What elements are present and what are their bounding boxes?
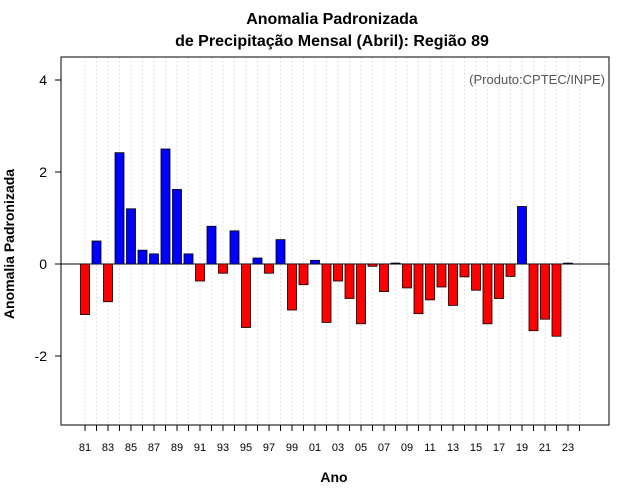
y-axis: 4 2 0 -2 <box>35 72 61 364</box>
x-tick-label: 17 <box>493 442 505 454</box>
bar-85 <box>126 208 136 265</box>
x-tick-label: 97 <box>263 442 275 454</box>
x-axis-label: Ano <box>320 469 347 485</box>
bar-11 <box>425 263 435 301</box>
bar-17 <box>494 263 504 299</box>
x-tick-label: 03 <box>332 442 344 454</box>
x-tick-label: 85 <box>125 442 137 454</box>
bar-99 <box>287 263 297 311</box>
x-axis: 81 83 85 87 89 91 93 95 97 99 01 03 05 07 09 11 13 15 17 19… <box>79 425 580 454</box>
bar-04 <box>344 263 355 299</box>
bar-12 <box>436 263 447 288</box>
bar-02 <box>321 263 332 323</box>
bar-23 <box>563 262 573 265</box>
plot-frame <box>60 56 610 426</box>
bar-01 <box>310 259 320 265</box>
bar-89 <box>172 189 182 265</box>
bar-15 <box>471 263 481 291</box>
y-tick-label: 2 <box>39 164 47 180</box>
x-tick-label: 81 <box>79 442 91 454</box>
bar-06 <box>367 263 378 267</box>
bar-92 <box>206 225 217 265</box>
bar-90 <box>183 253 194 265</box>
bar-10 <box>413 263 424 315</box>
bar-20 <box>528 263 539 332</box>
x-tick-label: 01 <box>309 442 321 454</box>
x-tick-label: 11 <box>424 442 435 454</box>
grid-lines <box>84 57 580 425</box>
x-tick-label: 09 <box>401 442 413 454</box>
bar-13 <box>448 263 458 306</box>
bar-08 <box>390 262 401 265</box>
bar-87 <box>149 253 159 265</box>
x-tick-label: 99 <box>286 442 298 454</box>
y-tick-label: -2 <box>35 348 48 364</box>
bar-96 <box>252 257 263 265</box>
bar-05 <box>356 263 366 325</box>
y-tick-label: 0 <box>39 256 47 272</box>
y-tick-label: 4 <box>39 72 47 88</box>
bar-09 <box>402 263 412 289</box>
x-tick-label: 13 <box>447 442 459 454</box>
bar-88 <box>160 148 171 265</box>
source-annotation: (Produto:CPTEC/INPE) <box>469 72 605 87</box>
bar-22 <box>551 263 562 337</box>
bar-98 <box>275 239 286 265</box>
bar-84 <box>114 152 125 265</box>
bar-94 <box>229 230 240 265</box>
bars <box>80 148 573 337</box>
x-tick-label: 87 <box>148 442 160 454</box>
bar-91 <box>195 263 205 282</box>
bar-14 <box>459 263 470 278</box>
x-tick-label: 93 <box>217 442 229 454</box>
bar-93 <box>218 263 228 274</box>
x-tick-label: 95 <box>240 442 252 454</box>
x-tick-label: 19 <box>516 442 528 454</box>
x-tick-label: 15 <box>470 442 482 454</box>
bar-19 <box>517 206 527 265</box>
x-tick-label: 89 <box>171 442 183 454</box>
bar-83 <box>103 263 113 303</box>
bar-16 <box>482 263 493 325</box>
bar-95 <box>241 263 251 328</box>
chart-title-line1: Anomalia Padronizada <box>246 11 418 28</box>
x-tick-label: 05 <box>355 442 367 454</box>
bar-07 <box>379 263 389 293</box>
chart-title-line2: de Precipitação Mensal (Abril): Região 8… <box>175 33 489 50</box>
bar-03 <box>333 263 343 282</box>
bar-82 <box>91 240 102 265</box>
x-tick-label: 83 <box>102 442 114 454</box>
x-tick-label: 07 <box>378 442 390 454</box>
bar-86 <box>137 249 148 265</box>
bar-00 <box>298 263 309 286</box>
y-axis-label: Anomalia Padronizada <box>1 169 17 319</box>
bar-21 <box>540 263 550 320</box>
bar-97 <box>264 263 274 274</box>
x-tick-label: 23 <box>562 442 574 454</box>
x-tick-label: 21 <box>539 442 551 454</box>
x-tick-label: 91 <box>194 442 206 454</box>
bar-18 <box>505 263 516 277</box>
bar-81 <box>80 263 90 315</box>
